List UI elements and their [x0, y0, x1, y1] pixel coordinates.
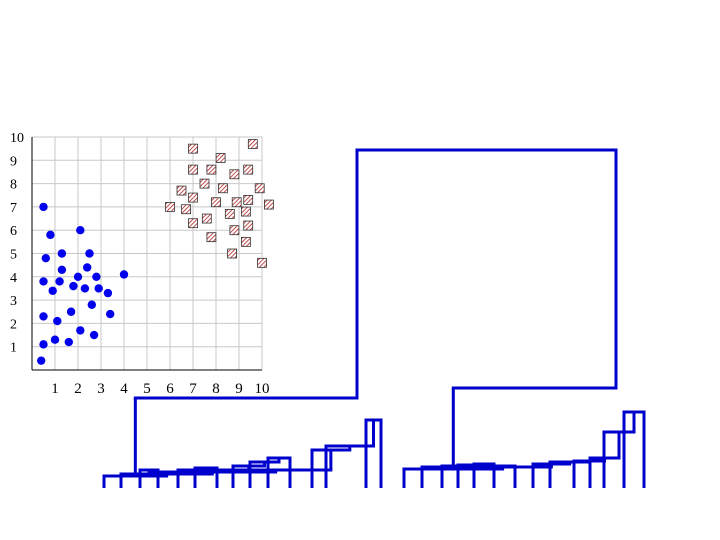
square-point — [227, 248, 238, 259]
square-point — [247, 139, 258, 149]
square-point — [229, 225, 240, 236]
circle-point — [64, 337, 74, 347]
circle-point — [119, 270, 129, 279]
x-tick-label: 10 — [255, 381, 270, 397]
x-tick-label: 4 — [120, 381, 128, 397]
circle-point — [94, 284, 103, 293]
square-point — [229, 169, 240, 180]
circle-point — [69, 281, 78, 291]
circle-point — [80, 284, 90, 293]
y-tick-label: 9 — [10, 154, 17, 169]
square-point — [176, 185, 187, 196]
circle-point — [76, 326, 85, 335]
circle-point — [73, 272, 83, 281]
square-point — [188, 218, 198, 229]
square-point — [263, 199, 274, 210]
x-tick-label: 7 — [189, 381, 197, 397]
circle-point — [46, 230, 55, 240]
circle-point — [106, 309, 115, 319]
square-point — [217, 183, 228, 194]
circle-point — [37, 356, 46, 365]
circle-point — [39, 312, 48, 321]
circle-point — [85, 249, 94, 258]
y-tick-label: 5 — [10, 248, 17, 263]
y-tick-label: 6 — [10, 224, 17, 239]
circle-point — [66, 307, 76, 316]
x-tick-label: 1 — [51, 381, 59, 397]
x-tick-label: 5 — [143, 381, 151, 397]
y-tick-label: 8 — [10, 178, 17, 193]
square-point — [243, 220, 254, 231]
circle-point — [39, 340, 48, 349]
square-point — [165, 201, 175, 212]
x-tick-label: 3 — [97, 381, 105, 397]
square-point — [240, 236, 251, 247]
y-tick-label: 3 — [10, 294, 17, 309]
circle-point — [48, 286, 57, 295]
square-point — [215, 153, 226, 163]
square-point — [254, 183, 265, 194]
circle-point — [103, 288, 113, 298]
circle-point — [41, 253, 50, 263]
x-tick-label: 2 — [74, 381, 82, 397]
circle-point — [50, 335, 60, 344]
y-tick-label: 4 — [10, 271, 17, 286]
square-point — [206, 232, 217, 243]
x-tick-label: 8 — [212, 381, 220, 397]
circle-point — [89, 330, 99, 340]
square-point — [188, 143, 198, 154]
circle-point — [39, 202, 48, 212]
square-point — [240, 206, 251, 217]
x-tick-label: 6 — [166, 381, 174, 397]
x-tick-label: 9 — [235, 381, 243, 397]
square-point — [243, 164, 254, 175]
y-tick-label: 7 — [10, 201, 17, 216]
circle-point — [55, 277, 64, 286]
square-point — [231, 197, 242, 208]
circle-point — [83, 263, 92, 272]
square-point — [188, 192, 198, 203]
square-point — [181, 204, 192, 215]
circle-point — [57, 265, 67, 275]
circle-point — [39, 277, 48, 286]
square-point — [224, 208, 235, 219]
circle-point — [76, 226, 85, 235]
circle-point — [87, 300, 97, 309]
y-tick-label: 2 — [10, 317, 17, 332]
circle-point — [53, 316, 62, 326]
square-point — [243, 195, 254, 205]
square-point — [206, 164, 217, 175]
circle-point — [57, 249, 67, 258]
y-tick-label: 10 — [10, 131, 24, 146]
y-tick-label: 1 — [10, 341, 17, 356]
square-point — [199, 178, 210, 189]
square-point — [257, 257, 267, 268]
square-point — [188, 164, 198, 175]
square-point — [211, 197, 221, 208]
circle-point — [92, 272, 101, 281]
square-point — [201, 213, 212, 224]
